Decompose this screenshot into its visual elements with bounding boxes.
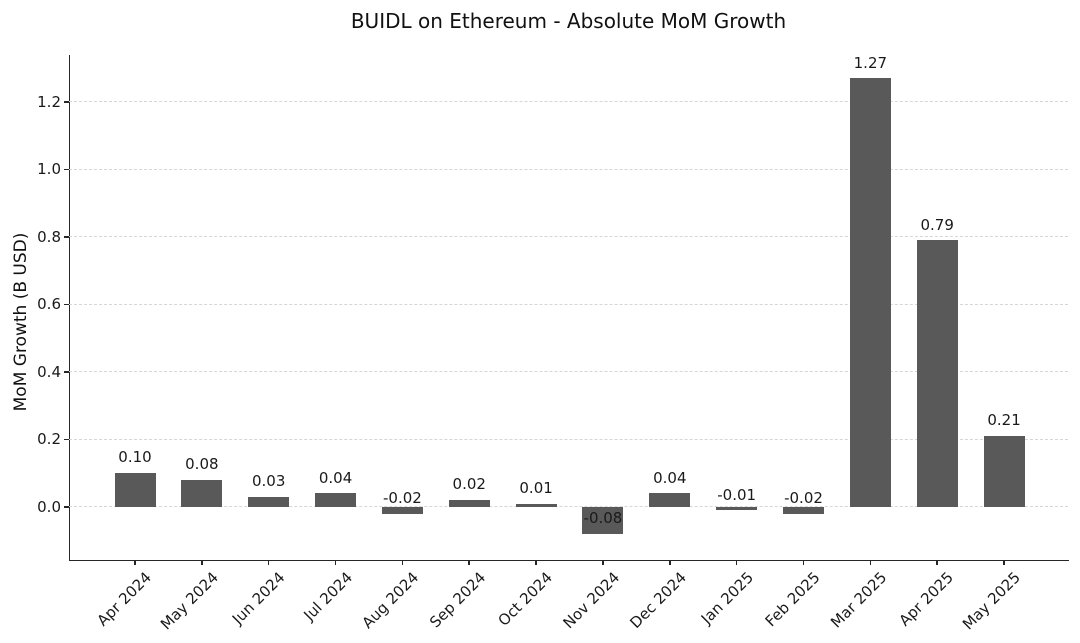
plot-area [69,55,1069,561]
bar-value-label: -0.01 [717,485,757,504]
bar [916,240,958,507]
x-tick-mark [267,560,270,565]
y-gridline [69,371,1068,373]
x-tick-label: Jun 2024 [229,568,289,628]
y-tick-mark [64,101,69,103]
bar-value-label: 0.21 [987,411,1021,430]
x-tick-label: Aug 2024 [358,568,423,633]
x-tick-mark [134,560,136,565]
bar-value-label: 0.79 [920,215,954,234]
bar-value-label: -0.08 [583,509,623,528]
bar [649,493,691,507]
x-tick-mark [468,560,471,565]
y-gridline [69,101,1068,103]
x-tick-label: Oct 2024 [494,568,557,630]
bar-value-label: -0.02 [784,489,823,507]
x-tick-label: Apr 2025 [895,568,958,630]
bar-value-label: 0.03 [251,472,286,491]
bar [983,436,1025,507]
y-gridline [69,236,1068,238]
x-tick-mark [869,560,872,565]
bar [381,507,423,514]
bar [582,507,624,534]
bar-value-label: 0.04 [653,468,687,487]
y-tick-mark [64,506,69,508]
y-axis-label: MoM Growth (B USD) [11,232,31,412]
x-tick-mark [669,560,671,565]
x-tick-label: Apr 2024 [93,568,156,630]
bar-value-label: 0.01 [519,478,553,497]
x-tick-mark [535,560,537,565]
y-tick-label: 1.2 [37,92,61,111]
y-tick-label: 0.6 [37,295,61,314]
x-tick-mark [802,560,805,565]
bar [515,503,557,507]
x-tick-mark [401,560,404,565]
x-tick-label: Nov 2024 [559,568,623,633]
y-gridline [69,506,1068,508]
y-tick-label: 0.2 [37,430,61,449]
bar-value-label: 0.08 [185,455,219,474]
bar [114,473,156,507]
y-tick-mark [64,236,69,238]
x-tick-label: Jan 2025 [697,568,757,628]
bar-value-label: 0.10 [118,448,152,467]
x-tick-label: Dec 2024 [626,568,690,632]
y-tick-label: 0.8 [37,227,61,246]
x-tick-label: Mar 2025 [827,568,891,632]
x-tick-label: Sep 2024 [426,568,490,632]
bar [248,496,290,507]
x-tick-mark [936,560,938,565]
y-gridline [69,303,1068,305]
bar-value-label: 1.27 [853,53,888,72]
x-tick-mark [201,560,203,565]
bar [315,493,357,507]
x-tick-mark [1003,560,1005,565]
bar [783,507,824,514]
y-tick-mark [64,371,69,373]
x-tick-mark [334,560,337,565]
y-tick-label: 0.0 [37,498,61,516]
x-tick-label: Feb 2025 [761,568,824,631]
bar [849,78,891,507]
x-tick-label: May 2024 [156,568,222,634]
y-tick-mark [64,303,69,306]
chart-title: BUIDL on Ethereum - Absolute MoM Growth [350,9,787,33]
x-tick-label: May 2025 [959,568,1025,634]
bar [448,500,490,507]
y-gridline [69,438,1068,440]
bar-value-label: 0.02 [452,475,486,494]
y-tick-label: 0.4 [37,362,61,381]
x-tick-mark [735,560,738,565]
bar [181,479,223,507]
x-tick-mark [602,560,604,565]
x-tick-label: Jul 2024 [299,568,356,625]
bar-value-label: -0.02 [382,489,422,507]
y-tick-mark [64,168,69,171]
y-gridline [69,168,1068,170]
y-tick-label: 1.0 [37,160,61,179]
y-tick-mark [64,438,69,441]
bar [716,507,758,511]
bar-value-label: 0.04 [318,468,353,487]
